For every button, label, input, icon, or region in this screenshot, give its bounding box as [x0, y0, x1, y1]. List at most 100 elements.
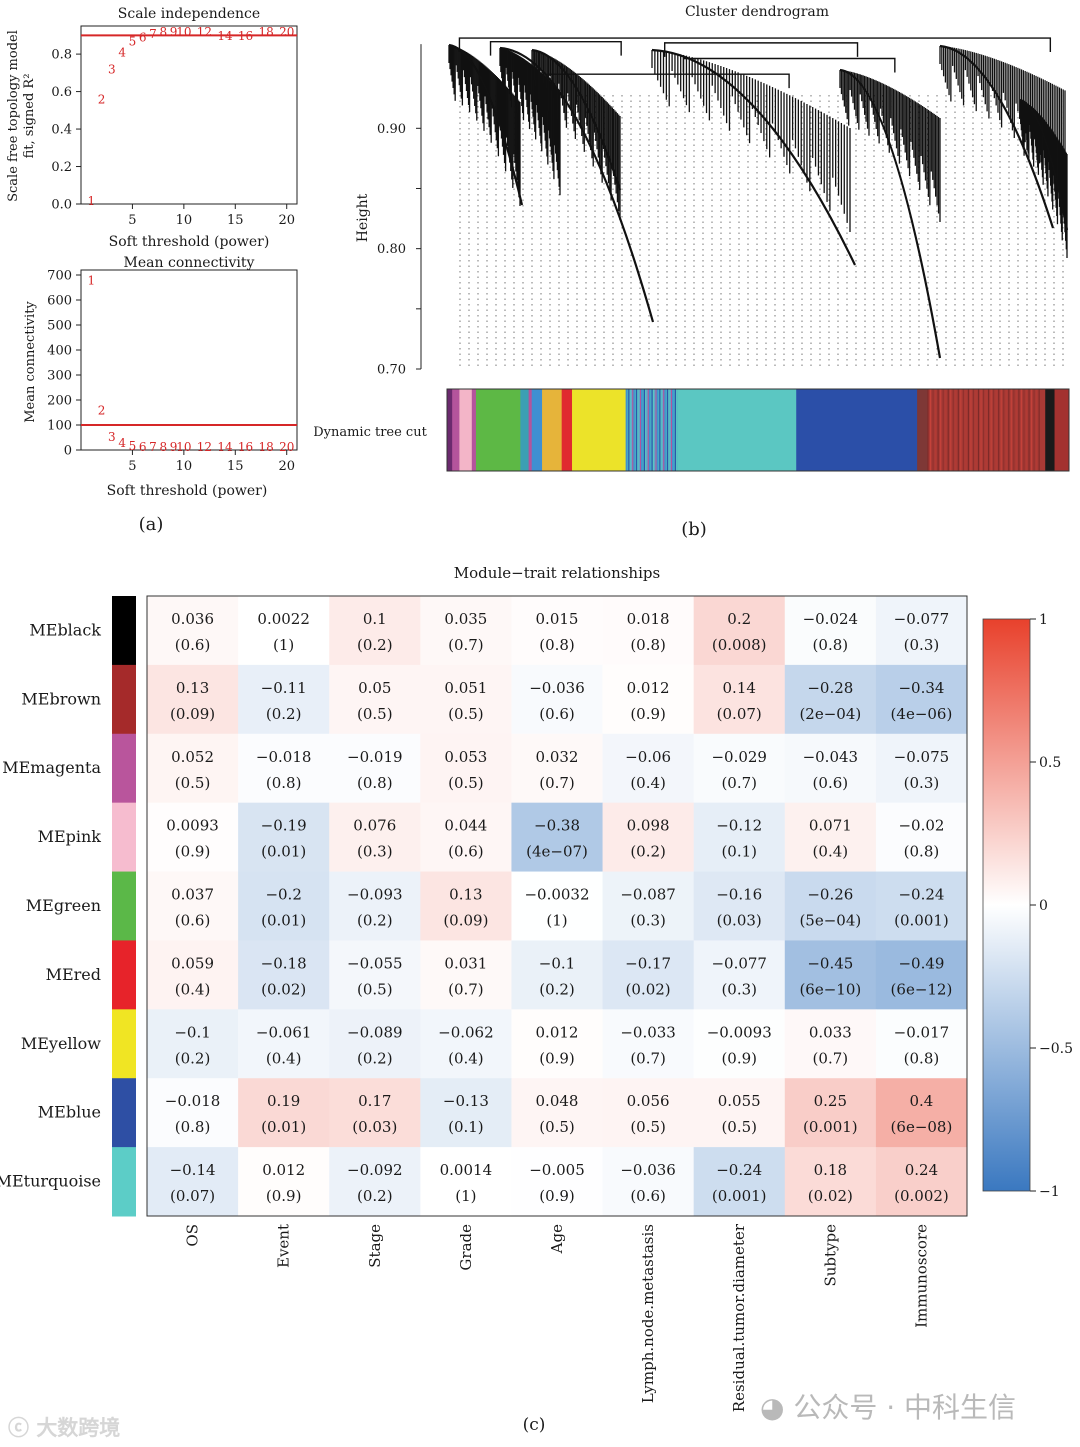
- y-tick-label: 700: [47, 269, 72, 284]
- module-stripe: [676, 389, 678, 471]
- cell-correlation: −0.49: [898, 954, 944, 972]
- panel-label-a: (a): [139, 514, 164, 535]
- module-stripe: [952, 389, 954, 471]
- module-stripe: [630, 389, 633, 471]
- heatmap-cell: [329, 1147, 421, 1217]
- cell-pvalue: (0.5): [175, 774, 211, 792]
- cell-pvalue: (0.02): [626, 980, 671, 998]
- heatmap-cell: [511, 802, 603, 872]
- branch-tail: [839, 68, 942, 359]
- module-stripe: [929, 389, 932, 471]
- cell-correlation: 0.033: [809, 1023, 852, 1041]
- module-stripe: [942, 389, 944, 471]
- cell-correlation: −0.17: [625, 954, 671, 972]
- watermark-right: ◕ 公众号 · 中科生信: [760, 1386, 1016, 1426]
- module-stripe: [962, 389, 964, 471]
- legend-tick-label: 0.5: [1039, 755, 1061, 771]
- cell-pvalue: (0.2): [266, 705, 302, 723]
- mean-connectivity-y-axis: 0 100 200 300 400 500 600 700: [47, 269, 81, 459]
- cell-pvalue: (0.7): [539, 774, 575, 792]
- cell-pvalue: (1): [455, 1187, 476, 1205]
- cell-correlation: 0.071: [809, 817, 852, 835]
- data-point: 8: [159, 440, 167, 454]
- cell-pvalue: (0.3): [721, 980, 757, 998]
- module-color-segment: [447, 389, 453, 471]
- heatmap-cell: [420, 1147, 512, 1217]
- heatmap-cells: 0.036 (0.6) 0.0022 (1) 0.1 (0.2) 0.035 (0.7) 0.0…: [147, 596, 968, 1217]
- module-stripe: [651, 389, 653, 471]
- cell-correlation: −0.2: [265, 886, 301, 904]
- module-stripe: [975, 389, 977, 471]
- data-point: 7: [149, 440, 157, 454]
- cell-correlation: 0.036: [171, 610, 214, 628]
- cell-pvalue: (0.8): [266, 774, 302, 792]
- cell-pvalue: (0.9): [175, 843, 211, 861]
- cell-correlation: 0.055: [718, 1092, 761, 1110]
- heatmap-row-colors: [112, 596, 136, 1217]
- module-stripe: [656, 389, 658, 471]
- module-stripe: [927, 389, 929, 471]
- legend-tick-label: 0: [1039, 898, 1048, 914]
- heatmap-cell: [693, 940, 786, 1010]
- merge-bracket: [489, 40, 622, 56]
- cell-pvalue: (2e−04): [799, 705, 861, 723]
- cell-correlation: −0.06: [625, 748, 671, 766]
- cell-correlation: 0.25: [814, 1092, 847, 1110]
- data-point: 6: [139, 440, 147, 454]
- module-color-segment: [452, 389, 460, 471]
- module-stripe: [625, 389, 627, 471]
- heatmap-cell: [875, 596, 968, 666]
- cell-correlation: 0.18: [814, 1161, 847, 1179]
- cell-correlation: 0.076: [353, 817, 396, 835]
- cell-pvalue: (0.1): [448, 1118, 484, 1136]
- heatmap-cell: [420, 733, 512, 804]
- cell-correlation: 0.052: [171, 748, 214, 766]
- module-stripe: [633, 389, 635, 471]
- heatmap-cell: [511, 1147, 603, 1217]
- module-color-segment: [796, 389, 918, 471]
- cell-correlation: −0.024: [803, 610, 859, 628]
- data-point: 2: [98, 93, 106, 107]
- module-color-segment: [1045, 389, 1056, 471]
- cell-correlation: −0.24: [716, 1161, 762, 1179]
- branch-tail: [651, 48, 856, 266]
- cell-pvalue: (0.8): [630, 636, 666, 654]
- cell-correlation: 0.018: [627, 610, 670, 628]
- data-point: 12: [197, 25, 212, 39]
- y-tick-label: 0.70: [377, 363, 406, 378]
- module-stripe: [1018, 389, 1020, 471]
- cell-correlation: 0.24: [905, 1161, 938, 1179]
- heatmap-row-labels: MEblack MEbrown MEmagenta MEpink MEgreen MEre…: [0, 620, 101, 1190]
- column-label: Residual.tumor.diameter: [730, 1223, 748, 1412]
- module-stripe: [995, 389, 997, 471]
- heatmap-cell: [420, 1009, 512, 1079]
- y-tick-label: 0.4: [51, 123, 72, 138]
- cell-correlation: 0.059: [171, 954, 214, 972]
- module-color-swatch: [112, 596, 136, 666]
- mean-connectivity-xlabel: Soft threshold (power): [107, 483, 268, 499]
- module-stripe: [632, 389, 634, 471]
- data-point: 20: [279, 25, 294, 39]
- heatmap-cell: [238, 733, 330, 804]
- module-stripe: [1000, 389, 1002, 471]
- data-point: 18: [259, 25, 274, 39]
- module-color-swatch: [112, 733, 136, 804]
- heatmap-frame: [146, 595, 968, 1217]
- data-point: 5: [129, 34, 137, 48]
- cell-pvalue: (0.6): [448, 843, 484, 861]
- cell-pvalue: (0.4): [813, 843, 849, 861]
- y-tick-label: 0.8: [51, 48, 72, 63]
- cell-pvalue: (0.9): [266, 1187, 302, 1205]
- column-label: Grade: [457, 1224, 475, 1271]
- heatmap-cell: [329, 871, 421, 941]
- cell-pvalue: (6e−10): [799, 980, 861, 998]
- dynamic-tree-cut-bar: [447, 389, 1070, 471]
- cell-correlation: 0.056: [627, 1092, 670, 1110]
- module-trait-heatmap: Module−trait relationships MEblack MEbrow…: [0, 564, 1073, 1412]
- cell-pvalue: (0.5): [721, 1118, 757, 1136]
- row-label: MEred: [46, 965, 101, 984]
- module-stripe: [639, 389, 642, 471]
- cluster-dendrogram-plot: Cluster dendrogram 0.70 0.80 0.90 Height D…: [313, 4, 1070, 472]
- heatmap-cell: [875, 1147, 968, 1217]
